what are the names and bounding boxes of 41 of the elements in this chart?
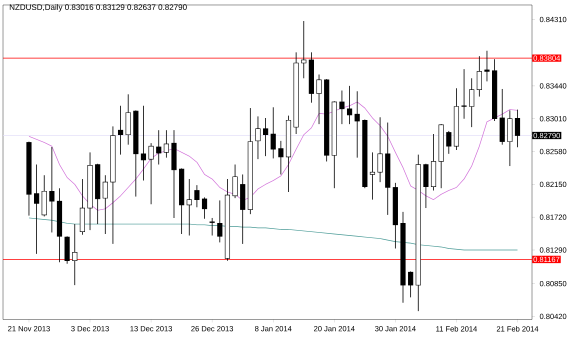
candlestick (423, 163, 428, 208)
candlestick (49, 146, 54, 233)
candlestick (210, 218, 215, 236)
candlestick (514, 109, 520, 148)
chart-title: NZDUSD,Daily 0.83016 0.83129 0.82637 0.82790 (10, 4, 187, 12)
candlestick (469, 78, 474, 128)
candlestick (408, 270, 414, 298)
candlestick (164, 130, 169, 158)
candlestick (126, 94, 131, 146)
candlestick (64, 236, 70, 264)
candlestick (461, 68, 467, 120)
candlestick (140, 105, 146, 181)
candlestick (278, 140, 284, 175)
candlestick (186, 178, 192, 236)
candlestick (72, 224, 78, 286)
candlestick (34, 164, 40, 254)
candlestick (378, 116, 383, 182)
candlestick (217, 200, 222, 243)
candlestick (354, 90, 360, 158)
candlestick (507, 110, 512, 166)
candlestick (255, 116, 261, 160)
candlestick (446, 130, 452, 154)
candlestick (500, 88, 505, 146)
candlestick (202, 196, 208, 220)
candlestick (339, 90, 345, 124)
candlestick (301, 20, 306, 79)
candlestick (102, 174, 108, 234)
candlestick (80, 178, 85, 236)
candlestick (232, 164, 238, 199)
candlestick (156, 130, 162, 165)
candlestick (118, 105, 124, 156)
candlestick (270, 106, 276, 159)
candlestick (370, 152, 376, 200)
candlestick (148, 142, 154, 205)
candlestick (484, 50, 490, 82)
candlestick (476, 56, 482, 97)
candlestick (316, 74, 322, 124)
candlestick (194, 184, 200, 208)
candlestick (346, 86, 352, 124)
candlestick (42, 174, 47, 217)
candlestick (263, 118, 268, 157)
